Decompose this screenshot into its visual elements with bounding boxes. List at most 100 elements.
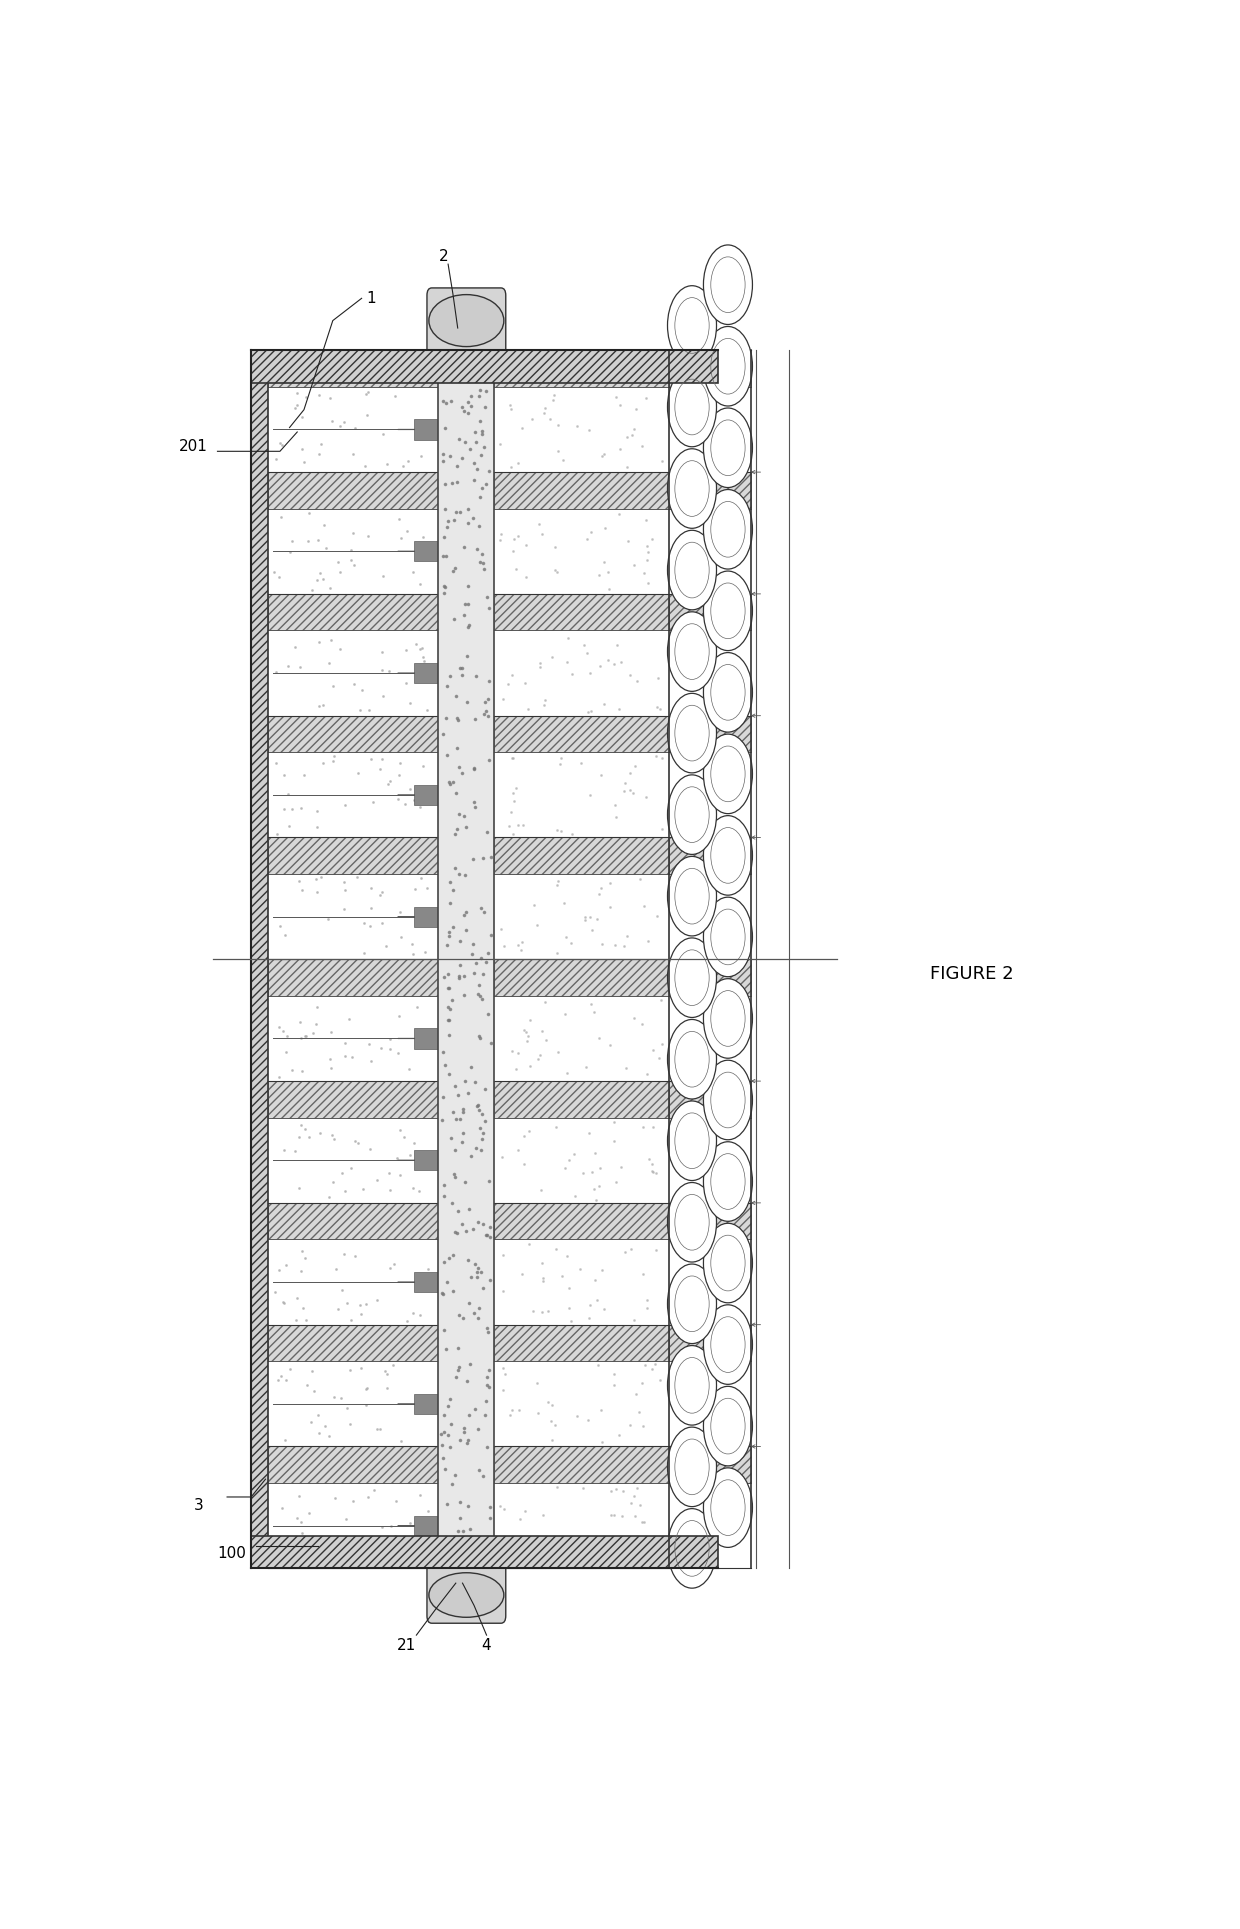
Point [312,563,332,594]
Point [278,779,298,810]
Point [389,897,409,928]
Point [589,559,609,590]
Point [432,1277,451,1308]
Ellipse shape [703,1468,753,1547]
Point [291,434,311,465]
Point [324,1381,343,1412]
Point [580,658,600,689]
Point [377,1372,397,1402]
Point [469,970,489,1001]
Point [646,1157,666,1188]
Point [434,961,454,992]
Point [517,1026,537,1057]
Point [450,1298,470,1329]
Ellipse shape [703,816,753,895]
Point [432,1418,451,1449]
Point [642,525,662,556]
Point [580,694,600,725]
Point [360,910,379,941]
Point [405,629,425,660]
Point [394,1121,414,1152]
Point [434,1399,454,1429]
Point [577,637,596,667]
Point [516,530,536,561]
Point [464,1298,484,1329]
Point [398,1306,418,1337]
Point [469,1454,489,1485]
Point [389,760,409,791]
Point [542,1426,562,1456]
Bar [268,1325,439,1362]
Text: 2: 2 [439,249,448,264]
Point [546,554,565,584]
Point [448,1333,467,1364]
Point [407,992,427,1022]
FancyBboxPatch shape [427,287,506,365]
Point [554,887,574,918]
Bar [670,959,750,995]
Point [459,1194,479,1225]
Point [569,1254,589,1285]
Point [418,1530,438,1561]
Point [502,1395,522,1426]
Point [445,1161,465,1192]
Point [438,1005,458,1036]
Point [593,442,613,473]
Point [458,640,477,671]
Point [279,810,299,841]
Point [339,1003,358,1034]
Point [456,897,476,928]
Point [377,449,397,480]
Ellipse shape [703,1304,753,1385]
Point [444,912,464,943]
Point [371,1414,391,1445]
FancyBboxPatch shape [427,1553,506,1622]
Point [435,494,455,525]
Point [441,1123,461,1154]
Point [507,1038,527,1069]
Point [413,521,433,552]
Point [461,392,481,422]
Point [620,1410,640,1441]
Point [470,374,490,405]
Point [637,544,657,575]
Point [453,758,472,789]
Point [543,642,563,673]
Point [475,1399,495,1429]
Point [477,1370,497,1400]
Point [289,1123,309,1154]
Point [410,793,430,824]
Point [335,1040,355,1071]
Point [467,1258,487,1289]
Bar [414,907,439,926]
Point [621,1235,641,1265]
Point [582,914,601,945]
Point [330,556,350,586]
Point [267,444,286,475]
Point [308,525,327,556]
Point [337,1287,357,1318]
Point [291,401,311,432]
Point [290,652,310,683]
Point [295,1113,315,1144]
Point [445,1460,465,1491]
Point [467,1090,487,1121]
Point [352,675,372,706]
Point [531,648,551,679]
Point [454,980,474,1011]
Point [445,1217,465,1248]
Point [410,1503,430,1534]
Point [409,1385,429,1416]
Point [433,386,453,417]
Ellipse shape [703,735,753,814]
Point [624,550,644,581]
Point [513,810,533,841]
Point [585,1138,605,1169]
Point [531,1175,551,1206]
Point [476,694,496,725]
Point [291,1022,311,1053]
Point [341,1408,361,1439]
Point [299,1499,319,1530]
Point [433,718,453,748]
Point [438,1265,458,1296]
